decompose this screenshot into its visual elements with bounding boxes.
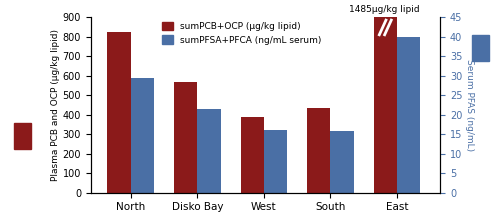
Bar (472, 35, 489, 61)
Bar (264, 130, 287, 193)
Y-axis label: Serum PFAS (ng/mL): Serum PFAS (ng/mL) (464, 59, 473, 151)
Bar (307, 108, 330, 193)
Bar (198, 109, 220, 193)
Text: 1485µg/kg lipid: 1485µg/kg lipid (348, 5, 420, 14)
Bar (174, 82, 198, 193)
Bar (130, 78, 154, 193)
Y-axis label: Plasma PCB and OCP (µg/kg lipid): Plasma PCB and OCP (µg/kg lipid) (51, 29, 60, 181)
Bar (330, 131, 353, 193)
Legend: sumPCB+OCP (µg/kg lipid), sumPFSA+PFCA (ng/mL serum): sumPCB+OCP (µg/kg lipid), sumPFSA+PFCA (… (158, 18, 325, 48)
Bar (397, 37, 420, 193)
Bar (374, 17, 397, 193)
Bar (108, 32, 130, 193)
Bar (240, 117, 264, 193)
Bar (14, 123, 32, 149)
